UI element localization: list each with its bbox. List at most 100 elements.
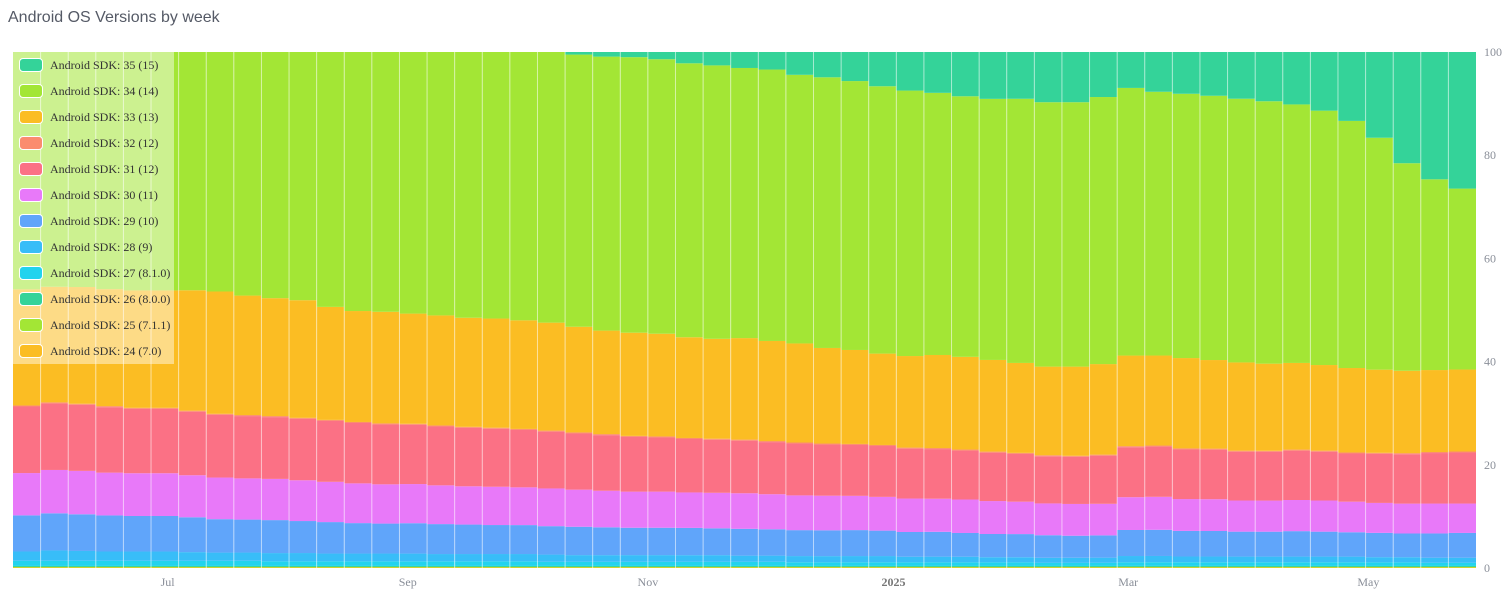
bar-segment[interactable] (1310, 110, 1338, 366)
bar-segment[interactable] (399, 52, 428, 314)
legend-item[interactable]: Android SDK: 34 (14) (19, 82, 158, 100)
bar-segment[interactable] (1255, 363, 1283, 451)
bar-segment[interactable] (647, 491, 676, 528)
bar-segment[interactable] (868, 52, 897, 87)
bar-segment[interactable] (151, 566, 179, 568)
bar-segment[interactable] (979, 567, 1007, 568)
bar-segment[interactable] (758, 566, 786, 568)
bar-segment[interactable] (316, 553, 345, 562)
bar-segment[interactable] (1393, 454, 1421, 504)
bar-segment[interactable] (1144, 355, 1173, 446)
bar-segment[interactable] (178, 410, 207, 412)
bar-segment[interactable] (758, 494, 786, 530)
bar-segment[interactable] (1089, 455, 1118, 504)
bar-segment[interactable] (703, 555, 731, 562)
bar-segment[interactable] (537, 526, 566, 555)
bar-segment[interactable] (1089, 567, 1118, 568)
bar-segment[interactable] (509, 428, 538, 430)
bar-segment[interactable] (427, 567, 455, 568)
bar-segment[interactable] (427, 425, 455, 427)
bar-segment[interactable] (206, 567, 234, 568)
bar-segment[interactable] (13, 551, 41, 561)
bar-segment[interactable] (1061, 102, 1090, 367)
bar-segment[interactable] (371, 311, 400, 424)
bar-segment[interactable] (233, 416, 262, 479)
bar-segment[interactable] (233, 478, 262, 520)
bar-segment[interactable] (730, 493, 759, 529)
bar-segment[interactable] (537, 430, 566, 432)
bar-segment[interactable] (896, 447, 924, 449)
bar-segment[interactable] (371, 561, 400, 566)
bar-segment[interactable] (1172, 556, 1200, 563)
bar-segment[interactable] (316, 52, 345, 307)
bar-segment[interactable] (896, 566, 924, 568)
bar-segment[interactable] (40, 560, 69, 566)
bar-segment[interactable] (261, 52, 290, 299)
bar-segment[interactable] (813, 347, 842, 444)
bar-segment[interactable] (1199, 556, 1228, 563)
bar-segment[interactable] (758, 69, 786, 341)
bar-segment[interactable] (40, 565, 69, 567)
bar-segment[interactable] (1034, 566, 1062, 568)
bar-segment[interactable] (703, 528, 731, 556)
bar-segment[interactable] (151, 290, 179, 408)
bar-segment[interactable] (979, 359, 1007, 452)
bar-segment[interactable] (1393, 566, 1421, 568)
bar-segment[interactable] (979, 534, 1007, 558)
bar-segment[interactable] (730, 338, 759, 440)
bar-segment[interactable] (1365, 566, 1394, 568)
bar-segment[interactable] (1006, 567, 1035, 568)
bar-segment[interactable] (1365, 565, 1394, 567)
bar-segment[interactable] (1089, 364, 1118, 455)
bar-segment[interactable] (1448, 503, 1476, 533)
bar-segment[interactable] (1117, 355, 1145, 447)
bar-segment[interactable] (1089, 565, 1118, 567)
bar-segment[interactable] (482, 565, 510, 567)
bar-segment[interactable] (620, 527, 648, 556)
bar-segment[interactable] (1393, 370, 1421, 454)
bar-segment[interactable] (647, 527, 676, 556)
legend-item[interactable]: Android SDK: 25 (7.1.1) (19, 316, 170, 334)
bar-segment[interactable] (371, 523, 400, 554)
bar-segment[interactable] (1117, 566, 1145, 568)
bar-segment[interactable] (592, 330, 621, 435)
bar-segment[interactable] (675, 492, 704, 528)
bar-segment[interactable] (758, 52, 786, 70)
bar-segment[interactable] (951, 499, 980, 533)
bar-segment[interactable] (289, 52, 317, 301)
bar-segment[interactable] (785, 556, 814, 563)
bar-segment[interactable] (206, 552, 234, 561)
bar-segment[interactable] (896, 567, 924, 568)
bar-segment[interactable] (1310, 451, 1338, 501)
bar-segment[interactable] (841, 562, 869, 566)
bar-segment[interactable] (206, 414, 234, 478)
bar-segment[interactable] (1255, 562, 1283, 566)
bar-segment[interactable] (703, 565, 731, 567)
bar-segment[interactable] (951, 96, 980, 357)
bar-segment[interactable] (841, 530, 869, 557)
bar-segment[interactable] (1310, 52, 1338, 111)
bar-segment[interactable] (923, 562, 952, 566)
bar-segment[interactable] (399, 567, 428, 568)
bar-segment[interactable] (95, 472, 124, 516)
bar-segment[interactable] (592, 490, 621, 528)
bar-segment[interactable] (482, 567, 510, 568)
bar-segment[interactable] (868, 496, 897, 531)
bar-segment[interactable] (1337, 567, 1366, 568)
bar-segment[interactable] (1282, 566, 1311, 568)
bar-segment[interactable] (151, 407, 179, 409)
bar-segment[interactable] (178, 560, 207, 566)
bar-segment[interactable] (123, 566, 152, 568)
legend-item[interactable]: Android SDK: 29 (10) (19, 212, 158, 230)
bar-segment[interactable] (454, 426, 483, 428)
bar-segment[interactable] (123, 515, 152, 552)
bar-segment[interactable] (1117, 52, 1145, 88)
bar-segment[interactable] (1006, 362, 1035, 453)
bar-segment[interactable] (1199, 566, 1228, 568)
bar-segment[interactable] (233, 567, 262, 568)
bar-segment[interactable] (399, 523, 428, 554)
bar-segment[interactable] (979, 52, 1007, 99)
bar-segment[interactable] (923, 92, 952, 355)
bar-segment[interactable] (233, 519, 262, 553)
bar-segment[interactable] (868, 567, 897, 568)
